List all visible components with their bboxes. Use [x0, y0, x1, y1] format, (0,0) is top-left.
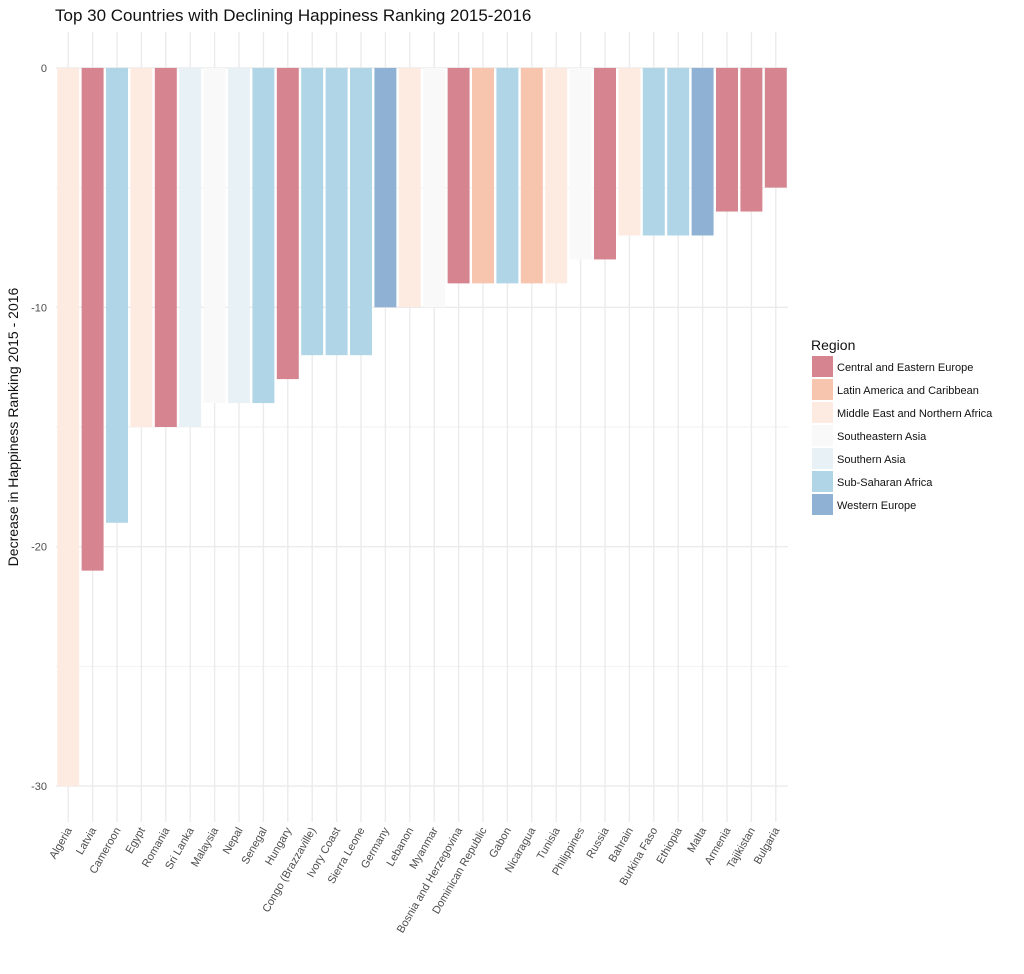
legend-items: Central and Eastern Europe Latin America … [812, 356, 993, 515]
legend-label: Southeastern Asia [837, 431, 927, 443]
bar [154, 67, 177, 427]
legend-swatch [812, 425, 833, 446]
legend-label: Southern Asia [837, 454, 906, 466]
legend-swatch [812, 379, 833, 400]
bar [569, 67, 592, 260]
bar [764, 67, 787, 188]
bar [398, 67, 421, 308]
legend: Region Central and Eastern Europe Latin A… [811, 337, 993, 515]
bar [447, 67, 470, 284]
legend-swatch [812, 402, 833, 423]
bar [642, 67, 665, 236]
bar [740, 67, 763, 212]
x-tick-label: Malta [685, 825, 709, 855]
bar [667, 67, 690, 236]
legend-title: Region [811, 337, 855, 353]
bar [130, 67, 153, 427]
bar [325, 67, 348, 356]
y-axis-ticks: 0 -10 -20 -30 [31, 63, 47, 793]
bar [179, 67, 202, 427]
x-tick-label: Algeria [47, 825, 75, 861]
legend-swatch [812, 471, 833, 492]
bar [276, 67, 299, 380]
bar [496, 67, 519, 284]
bar [618, 67, 641, 236]
bar [57, 67, 80, 787]
bar [594, 67, 616, 260]
legend-swatch [812, 356, 833, 377]
bar [81, 67, 104, 571]
bar [374, 67, 397, 308]
legend-swatch [812, 448, 833, 469]
legend-swatch [812, 494, 833, 515]
bar [301, 67, 324, 356]
y-tick-label: -30 [31, 781, 47, 793]
bar [716, 67, 738, 212]
bar [228, 67, 250, 404]
bar [203, 67, 226, 404]
bar [545, 67, 568, 284]
y-tick-label: 0 [41, 63, 47, 75]
bar [472, 67, 494, 284]
bar [520, 67, 543, 284]
legend-label: Sub-Saharan Africa [837, 477, 933, 489]
chart-title: Top 30 Countries with Declining Happines… [55, 6, 531, 25]
bar [691, 67, 714, 236]
bars [57, 67, 787, 787]
legend-label: Western Europe [837, 500, 916, 512]
x-tick-label: Latvia [74, 825, 100, 857]
y-tick-label: -10 [31, 302, 47, 314]
legend-label: Middle East and Northern Africa [837, 408, 993, 420]
x-tick-label: Egypt [124, 826, 148, 856]
bar [350, 67, 372, 356]
x-tick-label: Nepal [221, 826, 246, 857]
legend-label: Latin America and Caribbean [837, 385, 979, 397]
y-axis-label: Decrease in Happiness Ranking 2015 - 201… [5, 287, 21, 566]
y-tick-label: -20 [31, 542, 47, 554]
bar [252, 67, 275, 404]
legend-label: Central and Eastern Europe [837, 362, 973, 374]
bar [423, 67, 446, 308]
bar [106, 67, 128, 523]
